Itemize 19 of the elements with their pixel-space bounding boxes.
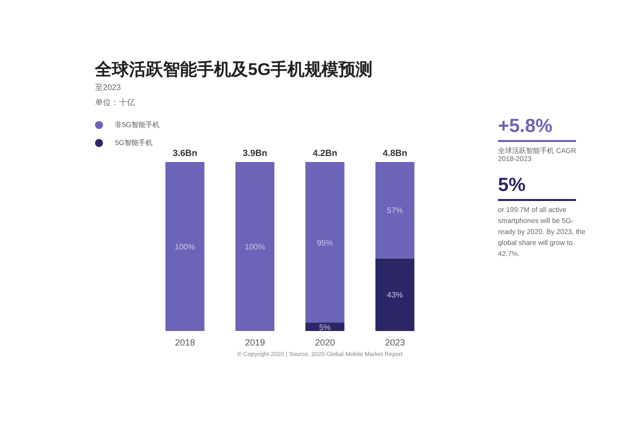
x-tick-label: 2020: [314, 337, 336, 348]
annotation: 4.2Bn: [312, 148, 338, 158]
chart-subtitle: 至2023: [95, 82, 121, 93]
annotation: 3.6Bn: [172, 148, 198, 158]
annotation: 3.9Bn: [242, 148, 268, 158]
text: 单位：十亿: [95, 97, 135, 108]
x-tick-label: 2019: [244, 337, 266, 348]
text: 5%: [498, 175, 576, 201]
chart-title: 全球活跃智能手机及5G手机规模预测: [95, 59, 373, 81]
x-tick-label: 2023: [384, 337, 406, 348]
annotation: 4.8Bn: [382, 148, 408, 158]
data-label: 95%: [316, 238, 333, 248]
data-label: 100%: [244, 242, 266, 252]
data-label: 57%: [386, 206, 403, 216]
data-label: 100%: [174, 242, 196, 252]
text: +5.8%: [498, 116, 576, 142]
data-label: 43%: [386, 290, 403, 300]
x-tick-label: 2018: [174, 337, 196, 348]
data-label: 5%: [319, 322, 331, 332]
